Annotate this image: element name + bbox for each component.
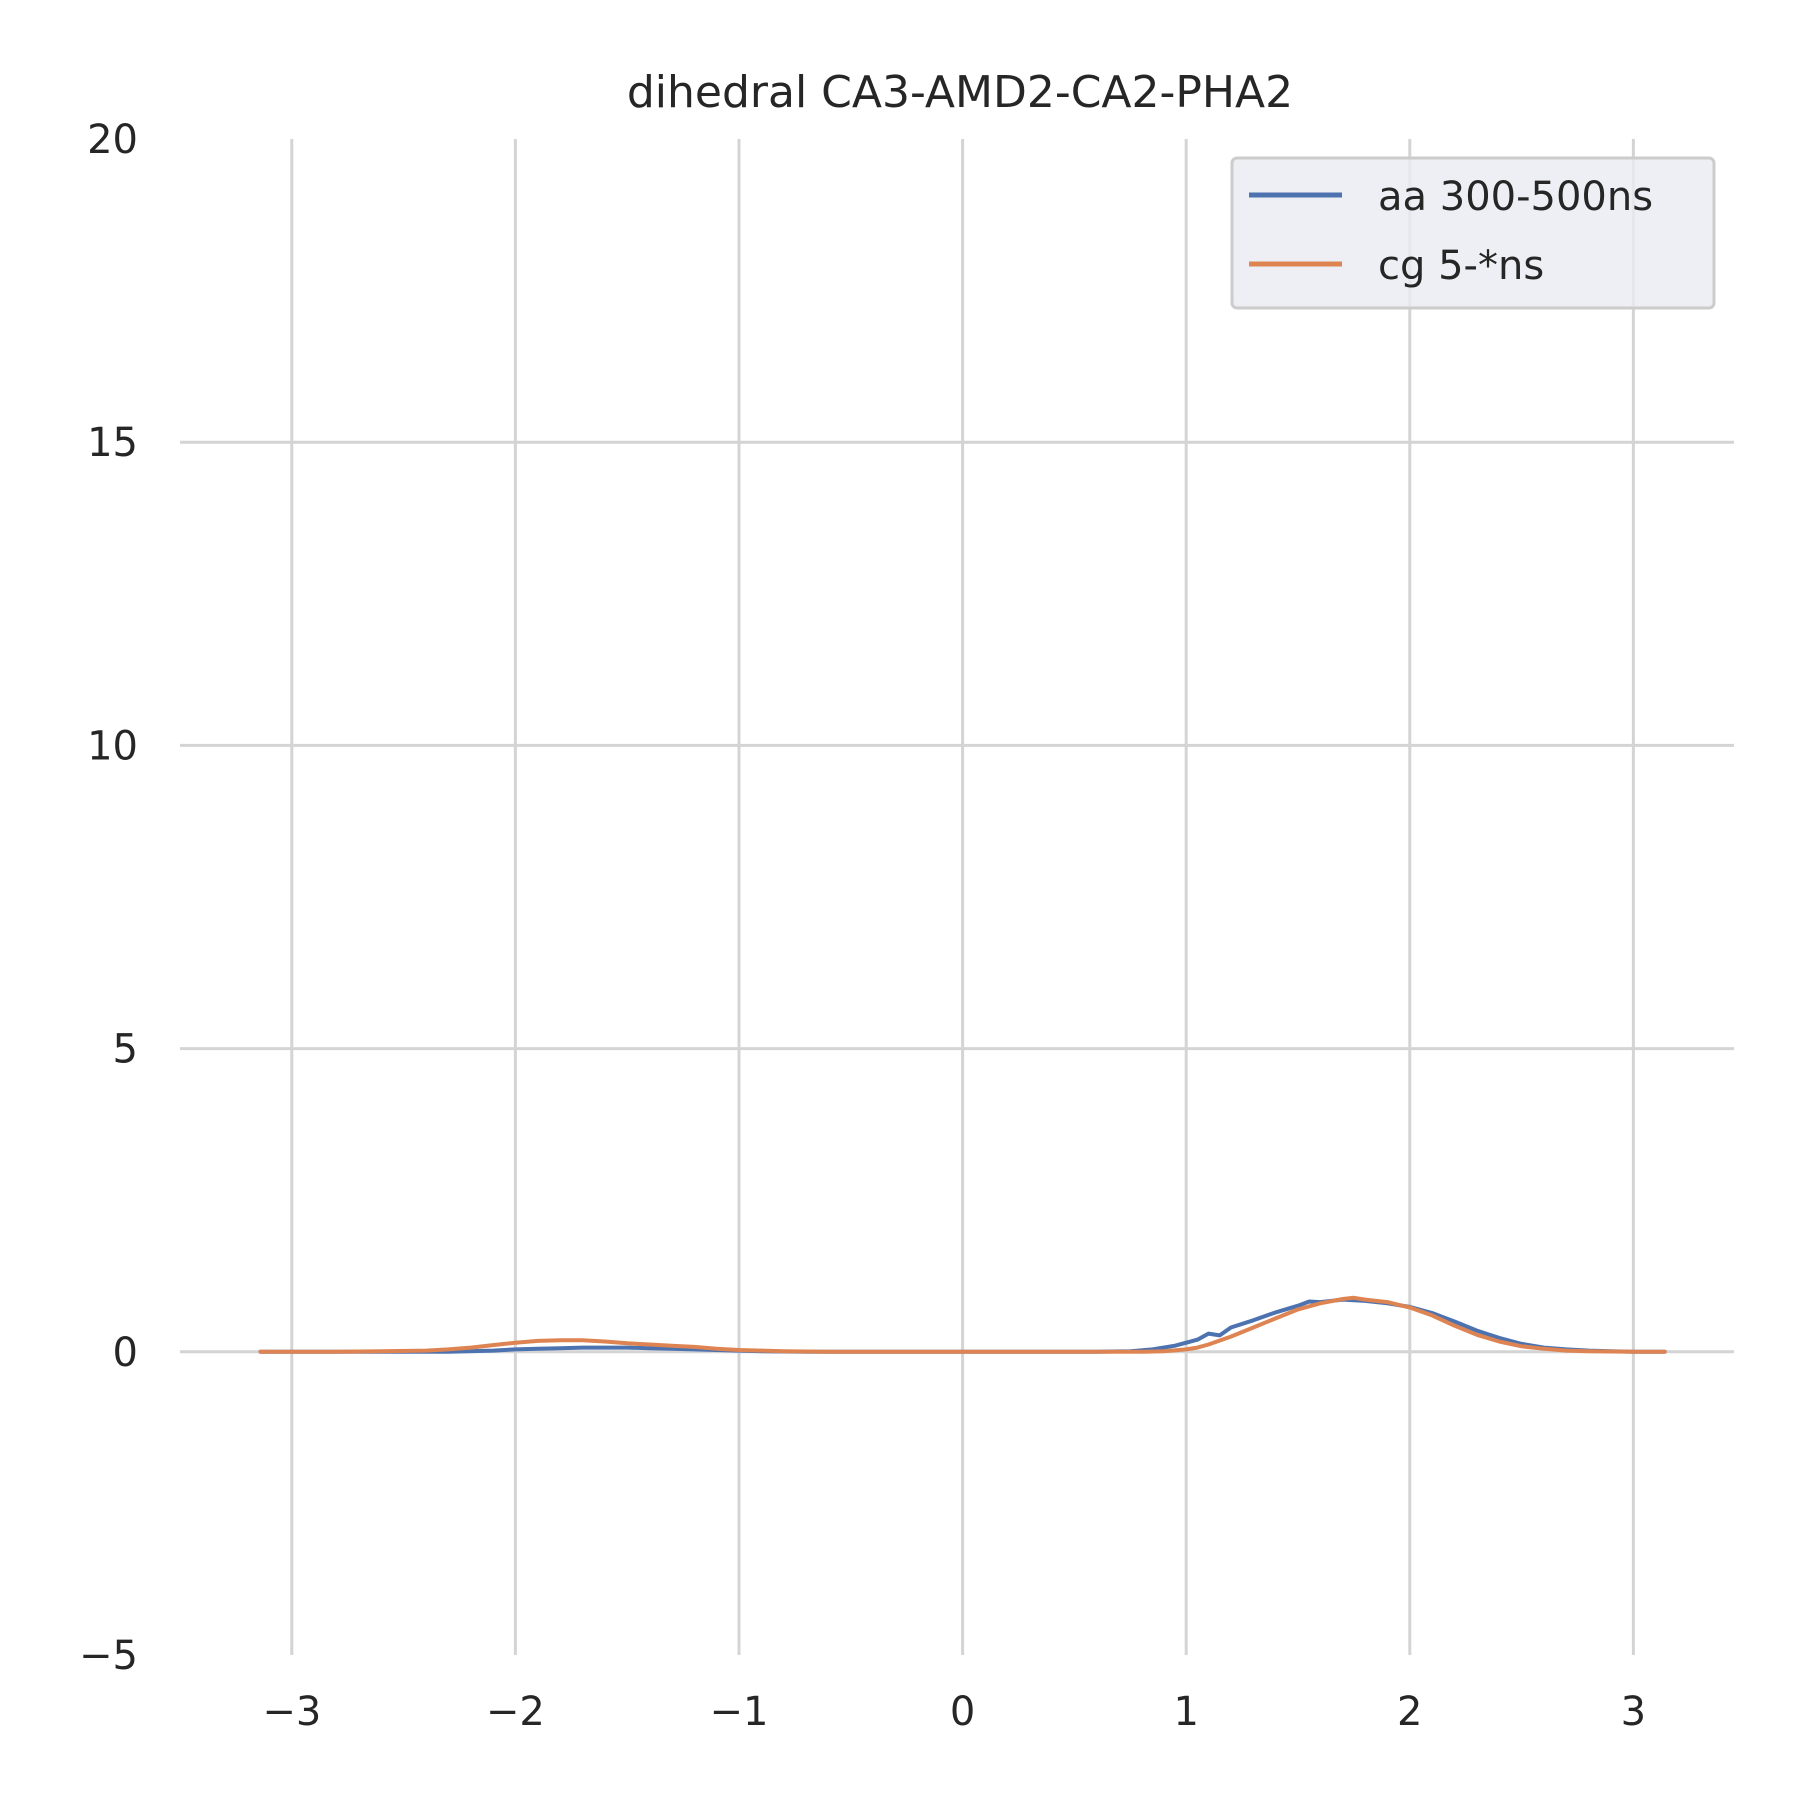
- y-tick-label: 15: [87, 420, 138, 466]
- x-tick-label: −2: [486, 1689, 545, 1735]
- x-axis-ticks: −3 −2 −1 0 1 2 3: [262, 1689, 1646, 1735]
- y-tick-label: −5: [79, 1633, 138, 1679]
- y-tick-label: 20: [87, 117, 138, 163]
- y-tick-label: 10: [87, 723, 138, 769]
- series-line-cg: [258, 1295, 1667, 1354]
- x-tick-label: 0: [950, 1689, 975, 1735]
- y-tick-label: 0: [113, 1330, 138, 1376]
- series-line-aa: [258, 1297, 1667, 1354]
- y-tick-label: 5: [113, 1027, 138, 1073]
- legend-label-cg: cg 5-*ns: [1378, 243, 1544, 289]
- x-tick-label: 3: [1621, 1689, 1646, 1735]
- chart-title: dihedral CA3-AMD2-CA2-PHA2: [627, 67, 1293, 118]
- x-tick-label: 1: [1173, 1689, 1198, 1735]
- legend-box: [1230, 156, 1716, 310]
- legend-label-aa: aa 300-500ns: [1378, 174, 1653, 220]
- x-tick-label: −3: [262, 1689, 321, 1735]
- legend: aa 300-500ns cg 5-*ns: [1230, 156, 1716, 310]
- x-tick-label: 2: [1397, 1689, 1422, 1735]
- y-axis-ticks: −5 0 5 10 15 20: [79, 117, 138, 1679]
- x-tick-label: −1: [710, 1689, 769, 1735]
- series-group: [258, 1295, 1667, 1354]
